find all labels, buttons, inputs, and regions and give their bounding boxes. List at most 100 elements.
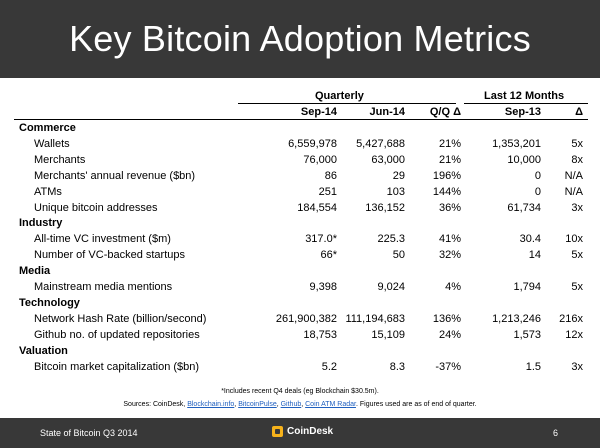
table-row: Network Hash Rate (billion/second) 261,90…: [14, 312, 588, 328]
source-link-github[interactable]: Github: [280, 401, 302, 408]
row-label: Unique bitcoin addresses: [34, 201, 158, 214]
col-header-delta: Δ: [575, 106, 583, 118]
table-row: Wallets 6,559,978 5,427,688 21% 1,353,201 5x: [14, 137, 588, 153]
footer-bar: State of Bitcoin Q3 2014 CoinDesk 6: [0, 418, 600, 448]
cell-c1: 6,559,978: [288, 137, 337, 150]
cell-c2: 63,000: [371, 153, 405, 166]
cell-c4: 1,353,201: [492, 137, 541, 150]
cell-c2: 15,109: [371, 328, 405, 341]
section-header: Media: [14, 264, 588, 280]
cell-c4: 1,573: [513, 328, 541, 341]
cell-c5: 5x: [571, 249, 583, 262]
footnote: *Includes recent Q4 deals (eg Blockchain…: [221, 388, 379, 395]
group-header-quarterly: Quarterly: [315, 90, 364, 102]
source-link-bitcoinpulse[interactable]: BitcoinPulse: [238, 401, 277, 408]
source-link-coin-atm-radar[interactable]: Coin ATM Radar: [305, 401, 356, 408]
cell-c4: 1.5: [525, 360, 541, 373]
col-header-qq-delta: Q/Q Δ: [429, 106, 461, 118]
cell-c3: 196%: [432, 169, 461, 182]
cell-c4: 1,213,246: [492, 312, 541, 325]
cell-c1: 9,398: [309, 281, 337, 293]
section-header: Industry: [14, 216, 588, 232]
cell-c3: 24%: [438, 328, 461, 341]
cell-c2: 136,152: [365, 201, 405, 214]
row-label: Mainstream media mentions: [34, 281, 173, 293]
section-header: Commerce: [14, 121, 588, 137]
section-label: Technology: [19, 296, 80, 309]
cell-c2: 8.3: [389, 360, 405, 373]
cell-c4: 0: [534, 169, 541, 182]
cell-c3: 36%: [438, 201, 461, 214]
cell-c2: 5,427,688: [356, 137, 405, 150]
cell-c3: -37%: [435, 360, 461, 373]
cell-c3: 4%: [445, 281, 461, 293]
cell-c5: 216x: [559, 312, 583, 325]
row-label: Github no. of updated repositories: [34, 328, 200, 341]
cell-c4: 14: [528, 249, 541, 262]
cell-c1: 5.2: [321, 360, 337, 373]
cell-c1: 76,000: [303, 153, 337, 166]
row-label: Number of VC-backed startups: [34, 249, 186, 262]
section-label: Commerce: [19, 122, 76, 134]
section-label: Valuation: [19, 344, 68, 357]
row-label: Wallets: [34, 137, 70, 150]
cell-c3: 136%: [432, 312, 461, 325]
quarterly-rule: [238, 103, 456, 104]
cell-c5: N/A: [564, 169, 583, 182]
table-row: All-time VC investment ($m) 317.0* 225.3 41…: [14, 232, 588, 248]
cell-c4: 0: [534, 185, 541, 198]
col-header-sep13: Sep-13: [504, 106, 541, 118]
cell-c3: 144%: [432, 185, 461, 198]
cell-c1: 18,753: [303, 328, 337, 341]
cell-c1: 261,900,382: [275, 312, 337, 325]
cell-c2: 111,194,683: [345, 312, 405, 325]
table-row: Github no. of updated repositories 18,753…: [14, 328, 588, 344]
sources-prefix: Sources: CoinDesk,: [123, 401, 188, 408]
cell-c3: 32%: [438, 249, 461, 262]
row-label: ATMs: [34, 185, 62, 198]
cell-c5: 3x: [571, 360, 583, 373]
source-link-blockchain[interactable]: Blockchain.info: [187, 401, 235, 408]
metrics-table: Quarterly Last 12 Months Sep-14 Jun-14 Q…: [14, 88, 588, 412]
footer-brand-name: CoinDesk: [287, 426, 334, 437]
cell-c2: 9,024: [377, 281, 405, 293]
table-row: Mainstream media mentions 9,398 9,024 4% 1,7…: [14, 280, 588, 296]
cell-c5: N/A: [564, 185, 583, 198]
coindesk-logo-icon: [272, 426, 283, 437]
col-header-sep14: Sep-14: [300, 106, 337, 118]
sources-suffix: . Figures used are as of end of quarter.: [355, 401, 477, 408]
cell-c1: 66*: [320, 249, 337, 262]
table-row: ATMs 251 103 144% 0 N/A: [14, 185, 588, 201]
cell-c4: 30.4: [519, 233, 541, 246]
table-row: Number of VC-backed startups 66* 50 32% 14 5x: [14, 248, 588, 264]
cell-c1: 317.0*: [305, 233, 337, 246]
cell-c2: 103: [386, 185, 405, 198]
table-row: Bitcoin market capitalization ($bn) 5.2 8.…: [14, 360, 588, 376]
row-label: Bitcoin market capitalization ($bn): [34, 360, 200, 373]
cell-c3: 21%: [438, 153, 461, 166]
footer-brand: CoinDesk: [272, 426, 333, 437]
cell-c4: 1,794: [513, 281, 541, 293]
header-rule: [14, 119, 588, 120]
row-label: Merchants: [34, 153, 86, 166]
cell-c1: 251: [318, 185, 337, 198]
ltm-rule: [464, 103, 588, 104]
section-label: Industry: [19, 217, 63, 230]
cell-c1: 184,554: [297, 201, 337, 214]
cell-c2: 225.3: [377, 233, 405, 246]
cell-c2: 29: [392, 169, 405, 182]
cell-c5: 10x: [565, 233, 583, 246]
page-number: 6: [552, 428, 558, 438]
cell-c5: 5x: [571, 281, 583, 293]
sources-line: Sources: CoinDesk, Blockchain.info, Bitc…: [123, 401, 477, 408]
row-label: Network Hash Rate (billion/second): [34, 312, 207, 325]
cell-c1: 86: [324, 169, 337, 182]
title-bar: Key Bitcoin Adoption Metrics: [0, 0, 600, 78]
table-row: Unique bitcoin addresses 184,554 136,152 36…: [14, 201, 588, 217]
cell-c5: 5x: [571, 137, 583, 150]
table-row: Merchants 76,000 63,000 21% 10,000 8x: [14, 153, 588, 169]
section-header: Technology: [14, 296, 588, 312]
section-label: Media: [19, 265, 51, 278]
cell-c5: 8x: [571, 153, 583, 166]
table-row: Merchants' annual revenue ($bn) 86 29 196% 0…: [14, 169, 588, 185]
